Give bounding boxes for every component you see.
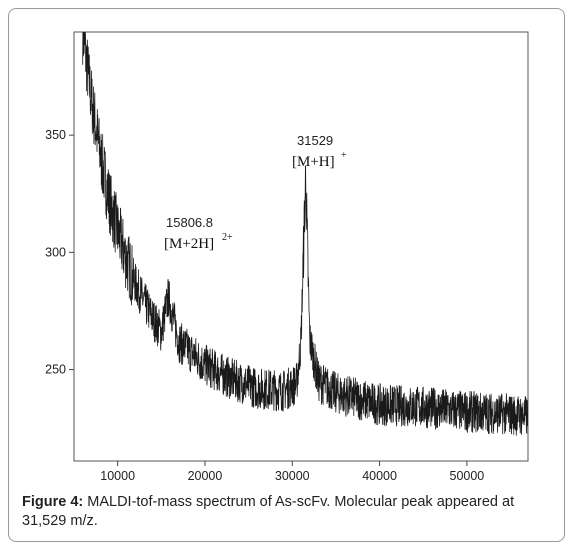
peak-label-charge: + [341, 150, 347, 161]
y-tick-label: 300 [45, 245, 66, 259]
y-tick-label: 250 [45, 363, 66, 377]
peak-label-ion: [M+H] [292, 154, 335, 170]
caption-label: Figure 4: [22, 494, 84, 510]
x-tick-label: 10000 [100, 469, 135, 483]
x-tick-label: 40000 [362, 469, 397, 483]
peak-label-ion: [M+2H] [164, 236, 214, 252]
peak-label-charge: 2+ [222, 232, 233, 243]
x-tick-label: 30000 [275, 469, 310, 483]
peak-label-number: 31529 [297, 133, 333, 148]
peak-annotations: 15806.8 [M+2H] 2+ 31529 [M+H] + [164, 133, 347, 252]
y-tick-label: 350 [45, 128, 66, 142]
peak-label-number: 15806.8 [166, 215, 213, 230]
axis-ticks: 10000 20000 30000 40000 50000 250 300 350 [45, 128, 484, 483]
spectrum-trace [82, 32, 528, 436]
figure-caption: Figure 4: MALDI-tof-mass spectrum of As-… [22, 493, 557, 531]
mass-spectrum-chart: 10000 20000 30000 40000 50000 250 300 350 15806… [45, 31, 529, 483]
plot-frame [73, 31, 529, 462]
x-tick-label: 20000 [188, 469, 223, 483]
caption-text: MALDI-tof-mass spectrum of As-scFv. Mole… [22, 494, 515, 529]
plot-area [73, 31, 529, 462]
figure-frame [8, 8, 565, 542]
x-tick-label: 50000 [450, 469, 485, 483]
